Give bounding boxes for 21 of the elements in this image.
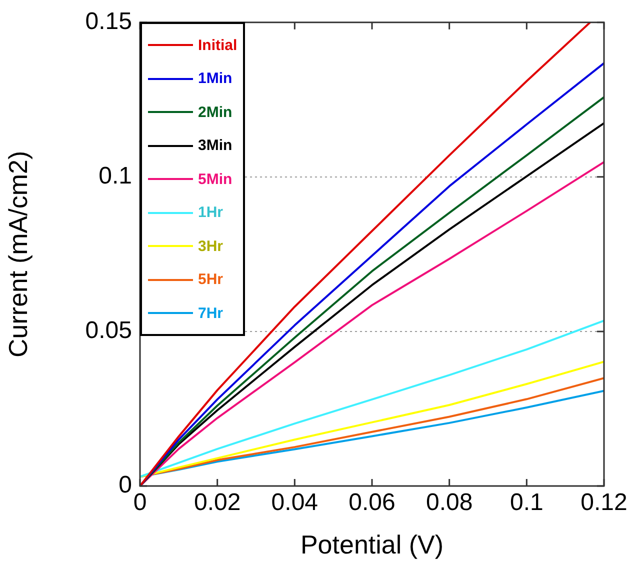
x-tick-label: 0.08: [426, 489, 473, 516]
legend-label: 5Hr: [198, 271, 224, 288]
legend-label: 3Hr: [198, 238, 224, 255]
x-axis-title: Potential (V): [300, 530, 444, 560]
x-tick-label: 0.12: [580, 489, 628, 516]
y-tick-label: 0.15: [85, 8, 132, 36]
x-tick-label: 0.04: [271, 489, 318, 516]
legend-label: 5Min: [198, 170, 232, 188]
y-tick-label: 0: [118, 472, 132, 499]
legend-label: 1Hr: [198, 204, 224, 222]
x-tick-label: 0.02: [194, 489, 241, 516]
y-tick-label: 0.05: [85, 317, 132, 344]
legend-label: Initial: [198, 36, 238, 54]
y-tick-label: 0.1: [98, 162, 132, 190]
x-tick-label: 0.1: [510, 489, 544, 516]
legend-label: 7Hr: [198, 304, 224, 322]
legend-label: 2Min: [198, 104, 232, 121]
legend-label: 3Min: [198, 137, 232, 154]
legend-label: 1Min: [198, 70, 232, 88]
y-axis-title: Current (mA/cm2): [2, 150, 33, 358]
x-tick-label: 0.06: [348, 489, 396, 516]
